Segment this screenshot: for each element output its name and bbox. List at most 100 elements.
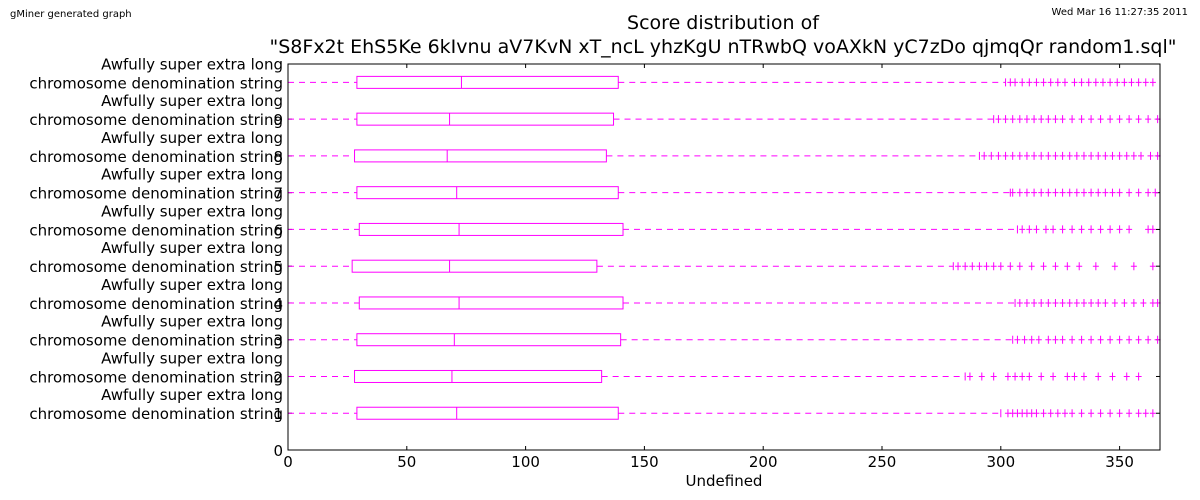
outlier-point — [1045, 151, 1052, 160]
outlier-point — [1142, 409, 1149, 418]
outlier-point — [1126, 115, 1133, 124]
outlier-point — [1135, 115, 1142, 124]
outlier-point — [1073, 188, 1080, 197]
outlier-point — [1095, 188, 1102, 197]
outlier-point — [955, 262, 962, 271]
outlier-point — [1092, 262, 1099, 271]
outlier-point — [1052, 298, 1059, 307]
category-label-bottom: chromosome denomination string — [29, 185, 283, 203]
outlier-point — [1088, 151, 1095, 160]
outlier-point — [1038, 188, 1045, 197]
outlier-point — [1059, 225, 1066, 234]
box-series-2 — [288, 369, 1142, 383]
outlier-point — [1107, 335, 1114, 344]
outlier-point — [995, 151, 1002, 160]
outlier-point — [1040, 262, 1047, 271]
outlier-point — [1045, 335, 1052, 344]
box — [358, 296, 624, 310]
outlier-point — [1026, 372, 1033, 381]
outlier-point — [1016, 188, 1023, 197]
category-label-bottom: chromosome denomination string — [29, 405, 283, 423]
outlier-point — [1078, 409, 1085, 418]
outlier-point — [1069, 335, 1076, 344]
outlier-point — [1116, 151, 1123, 160]
outlier-point — [1126, 188, 1133, 197]
outlier-point — [1042, 225, 1049, 234]
outlier-point — [1038, 298, 1045, 307]
outlier-point — [1002, 151, 1009, 160]
generator-note: gMiner generated graph — [10, 9, 132, 20]
outlier-point — [1097, 115, 1104, 124]
outlier-point — [1026, 78, 1033, 87]
outlier-point — [1078, 115, 1085, 124]
outlier-point — [1126, 225, 1133, 234]
outlier-point — [1038, 372, 1045, 381]
outlier-point — [1059, 298, 1066, 307]
x-tick-label: 150 — [630, 453, 659, 471]
outlier-point — [1031, 298, 1038, 307]
outlier-point — [1126, 409, 1133, 418]
outlier-point — [981, 151, 988, 160]
outlier-point — [1028, 262, 1035, 271]
outlier-point — [1088, 225, 1095, 234]
outlier-point — [1033, 409, 1040, 418]
outlier-point — [1085, 78, 1092, 87]
plot-area — [287, 64, 1161, 451]
outlier-point — [1031, 188, 1038, 197]
outlier-point — [1052, 335, 1059, 344]
box — [356, 186, 619, 200]
outlier-point — [1121, 298, 1128, 307]
outlier-point — [1123, 151, 1130, 160]
category-label-top: Awfully super extra long — [101, 166, 283, 184]
box — [354, 369, 603, 383]
outlier-point — [1097, 335, 1104, 344]
outlier-point — [1061, 409, 1068, 418]
outlier-point — [1069, 115, 1076, 124]
category-label-bottom: chromosome denomination string — [29, 148, 283, 166]
outlier-point — [1014, 335, 1021, 344]
outlier-point — [1149, 262, 1156, 271]
outlier-point — [1052, 115, 1059, 124]
outlier-point — [1078, 335, 1085, 344]
outlier-point — [1107, 115, 1114, 124]
outlier-point — [1026, 225, 1033, 234]
outlier-point — [1066, 151, 1073, 160]
y-tick-label: 6 — [273, 221, 283, 239]
outlier-point — [1128, 78, 1135, 87]
outlier-point — [1088, 298, 1095, 307]
outlier-point — [1088, 409, 1095, 418]
outlier-point — [1016, 151, 1023, 160]
category-label-bottom: chromosome denomination string — [29, 295, 283, 313]
outlier-point — [1071, 78, 1078, 87]
outlier-point — [1078, 225, 1085, 234]
outlier-point — [1145, 335, 1152, 344]
chart-title: Score distribution of — [627, 12, 820, 34]
outlier-point — [1031, 115, 1038, 124]
outlier-point — [990, 262, 997, 271]
x-tick-label: 100 — [511, 453, 540, 471]
outlier-point — [1130, 262, 1137, 271]
box-series-10 — [288, 75, 1156, 89]
outlier-point — [1054, 78, 1061, 87]
outlier-point — [1107, 225, 1114, 234]
outlier-point — [1145, 115, 1152, 124]
category-label-top: Awfully super extra long — [101, 386, 283, 404]
outlier-point — [1076, 262, 1083, 271]
outlier-point — [1102, 151, 1109, 160]
outlier-point — [1061, 78, 1068, 87]
outlier-point — [1009, 151, 1016, 160]
outlier-point — [1080, 298, 1087, 307]
outlier-point — [1050, 372, 1057, 381]
outlier-point — [1028, 335, 1035, 344]
box-series-9 — [288, 112, 1161, 126]
outlier-point — [1109, 372, 1116, 381]
x-tick-label: 200 — [749, 453, 778, 471]
outlier-point — [1107, 409, 1114, 418]
outlier-point — [1073, 298, 1080, 307]
outlier-point — [1019, 225, 1026, 234]
outlier-point — [1088, 335, 1095, 344]
category-label-top: Awfully super extra long — [101, 276, 283, 294]
y-tick-label: 3 — [273, 332, 283, 350]
outlier-point — [969, 262, 976, 271]
